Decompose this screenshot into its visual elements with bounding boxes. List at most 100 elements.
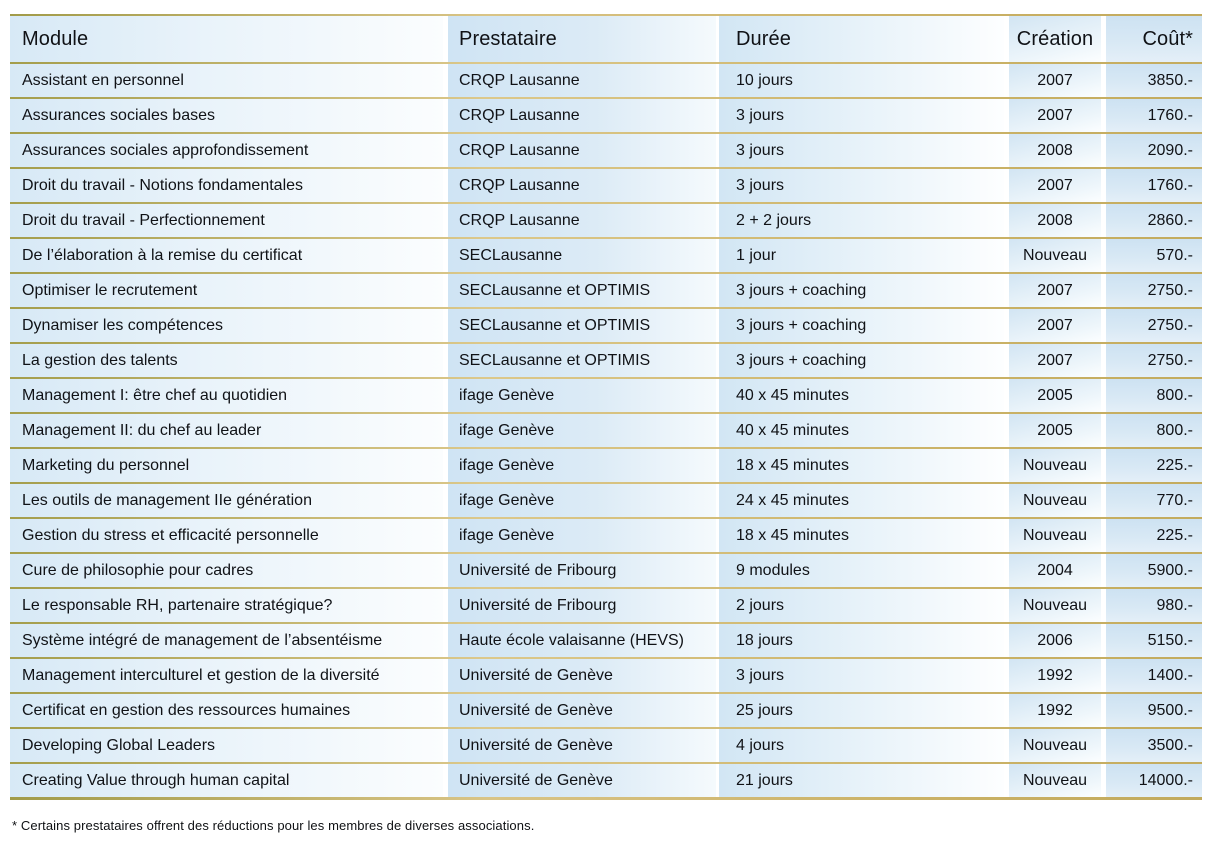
cell-prestataire: Université de Genève xyxy=(448,659,716,692)
column-gap xyxy=(443,379,448,412)
column-gap xyxy=(443,449,448,482)
column-gap xyxy=(1004,484,1009,517)
column-gap xyxy=(443,484,448,517)
column-gap xyxy=(716,379,719,412)
table-row: Assurances sociales bases CRQP Lausanne 3 … xyxy=(10,99,1202,132)
table-bottom-border xyxy=(10,797,1202,800)
cell-duree: 40 x 45 minutes xyxy=(719,414,1004,447)
cell-duree: 18 x 45 minutes xyxy=(719,519,1004,552)
column-gap xyxy=(1004,309,1009,342)
table-row: Droit du travail - Perfectionnement CRQP … xyxy=(10,204,1202,237)
cell-cout: 9500.- xyxy=(1106,694,1202,727)
cell-module: Dynamiser les compétences xyxy=(10,309,443,342)
row-separator xyxy=(10,692,1202,694)
column-gap xyxy=(716,239,719,272)
cell-prestataire: Université de Genève xyxy=(448,729,716,762)
row-separator xyxy=(10,552,1202,554)
cell-cout: 570.- xyxy=(1106,239,1202,272)
cell-creation: Nouveau xyxy=(1009,239,1101,272)
column-header-prestataire: Prestataire xyxy=(448,16,716,62)
column-gap xyxy=(443,519,448,552)
row-separator xyxy=(10,762,1202,764)
column-gap xyxy=(1101,554,1106,587)
cell-module: Gestion du stress et efficacité personne… xyxy=(10,519,443,552)
row-separator xyxy=(10,307,1202,309)
row-separator xyxy=(10,447,1202,449)
row-separator xyxy=(10,412,1202,414)
column-gap xyxy=(1004,624,1009,657)
column-gap xyxy=(1101,659,1106,692)
cell-module: Creating Value through human capital xyxy=(10,764,443,797)
cell-cout: 3850.- xyxy=(1106,64,1202,97)
cell-prestataire: CRQP Lausanne xyxy=(448,64,716,97)
cell-duree: 2 + 2 jours xyxy=(719,204,1004,237)
column-gap xyxy=(443,659,448,692)
column-gap xyxy=(716,99,719,132)
table-row: Management interculturel et gestion de l… xyxy=(10,659,1202,692)
cell-cout: 2090.- xyxy=(1106,134,1202,167)
column-gap xyxy=(443,624,448,657)
cell-cout: 2750.- xyxy=(1106,344,1202,377)
cell-prestataire: Université de Fribourg xyxy=(448,554,716,587)
table-row: De l’élaboration à la remise du certific… xyxy=(10,239,1202,272)
column-gap xyxy=(1004,169,1009,202)
table-row: Les outils de management IIe génération i… xyxy=(10,484,1202,517)
cell-duree: 9 modules xyxy=(719,554,1004,587)
cell-cout: 14000.- xyxy=(1106,764,1202,797)
cell-module: Developing Global Leaders xyxy=(10,729,443,762)
cell-creation: 2007 xyxy=(1009,169,1101,202)
cell-creation: 1992 xyxy=(1009,694,1101,727)
column-gap xyxy=(716,449,719,482)
cell-duree: 3 jours + coaching xyxy=(719,309,1004,342)
row-separator xyxy=(10,97,1202,99)
column-gap xyxy=(1004,589,1009,622)
column-gap xyxy=(716,309,719,342)
column-gap xyxy=(716,729,719,762)
column-gap xyxy=(443,274,448,307)
table-row: Assistant en personnel CRQP Lausanne 10 jo… xyxy=(10,64,1202,97)
cell-duree: 25 jours xyxy=(719,694,1004,727)
cell-creation: 1992 xyxy=(1009,659,1101,692)
cell-creation: 2004 xyxy=(1009,554,1101,587)
cell-duree: 2 jours xyxy=(719,589,1004,622)
column-gap xyxy=(1101,204,1106,237)
cell-cout: 1400.- xyxy=(1106,659,1202,692)
cell-prestataire: ifage Genève xyxy=(448,519,716,552)
column-gap xyxy=(1101,484,1106,517)
table-row: Developing Global Leaders Université de G… xyxy=(10,729,1202,762)
column-gap xyxy=(1004,99,1009,132)
column-gap xyxy=(716,414,719,447)
column-gap xyxy=(1004,134,1009,167)
column-gap xyxy=(1101,64,1106,97)
column-gap xyxy=(443,589,448,622)
cell-module: Le responsable RH, partenaire stratégiqu… xyxy=(10,589,443,622)
column-gap xyxy=(1101,274,1106,307)
column-gap xyxy=(443,204,448,237)
table-row: La gestion des talents SECLausanne et OPT… xyxy=(10,344,1202,377)
cell-cout: 225.- xyxy=(1106,449,1202,482)
column-gap xyxy=(716,589,719,622)
cell-creation: 2005 xyxy=(1009,414,1101,447)
table-row: Management I: être chef au quotidien ifag… xyxy=(10,379,1202,412)
column-gap xyxy=(716,344,719,377)
column-gap xyxy=(716,519,719,552)
cell-cout: 2860.- xyxy=(1106,204,1202,237)
cell-cout: 2750.- xyxy=(1106,274,1202,307)
column-gap xyxy=(1101,694,1106,727)
cell-prestataire: CRQP Lausanne xyxy=(448,134,716,167)
column-gap xyxy=(443,554,448,587)
row-separator xyxy=(10,657,1202,659)
cell-module: Certificat en gestion des ressources hum… xyxy=(10,694,443,727)
column-gap xyxy=(443,344,448,377)
column-gap xyxy=(1101,344,1106,377)
cell-creation: 2007 xyxy=(1009,344,1101,377)
cell-module: Optimiser le recrutement xyxy=(10,274,443,307)
column-gap xyxy=(443,99,448,132)
cell-duree: 3 jours xyxy=(719,134,1004,167)
column-gap xyxy=(1101,624,1106,657)
column-gap xyxy=(1004,239,1009,272)
column-gap xyxy=(1101,519,1106,552)
cell-creation: 2008 xyxy=(1009,204,1101,237)
column-gap xyxy=(716,169,719,202)
row-separator xyxy=(10,272,1202,274)
